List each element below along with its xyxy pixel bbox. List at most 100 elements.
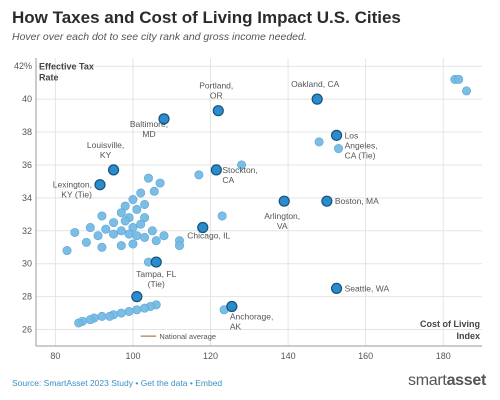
city-point — [147, 226, 157, 236]
city-point — [105, 311, 115, 321]
city-label: MD — [142, 129, 155, 139]
get-data-link[interactable]: Get the data — [140, 378, 188, 388]
city-point — [334, 144, 344, 154]
city-point — [85, 315, 95, 325]
city-point — [140, 232, 150, 242]
city-point — [132, 204, 142, 214]
city-point — [140, 303, 150, 313]
y-tick-label: 32 — [22, 226, 32, 236]
x-axis-label: Index — [456, 331, 480, 341]
city-label: VA — [277, 221, 288, 231]
x-tick-label: 180 — [436, 351, 451, 361]
city-point — [97, 211, 107, 221]
city-point — [116, 308, 126, 318]
city-point — [97, 311, 107, 321]
city-label: Tampa, FL — [136, 269, 176, 279]
city-point — [116, 241, 126, 251]
city-label: Seattle, WA — [345, 283, 390, 293]
smartasset-logo[interactable]: smartasset — [408, 372, 486, 390]
city-point — [128, 223, 138, 233]
city-point — [97, 242, 107, 252]
city-point — [120, 216, 130, 226]
x-tick-label: 100 — [125, 351, 140, 361]
city-point — [132, 305, 142, 315]
city-point — [74, 318, 84, 328]
chart-title: How Taxes and Cost of Living Impact U.S.… — [12, 8, 401, 27]
chart-subtitle: Hover over each dot to see city rank and… — [12, 31, 307, 43]
city-label: OR — [210, 91, 223, 101]
city-label: Anchorage, — [230, 312, 273, 322]
city-label: Los — [345, 130, 359, 140]
highlighted-city-point — [321, 195, 333, 207]
city-point — [140, 199, 150, 209]
city-point — [93, 231, 103, 241]
city-point — [461, 86, 471, 96]
city-label: Louisville, — [87, 140, 124, 150]
x-axis-label: Cost of Living — [420, 319, 480, 329]
city-point — [116, 208, 126, 218]
y-tick-label: 30 — [22, 259, 32, 269]
y-tick-label: 38 — [22, 127, 32, 137]
x-tick-label: 160 — [358, 351, 373, 361]
city-label: Oakland, CA — [291, 79, 340, 89]
footer-separator: • — [189, 378, 193, 388]
highlighted-city-point — [197, 221, 209, 234]
highlighted-city-point — [330, 129, 343, 141]
embed-link[interactable]: Embed — [195, 378, 223, 388]
city-point — [136, 188, 146, 198]
x-tick-label: 80 — [50, 351, 60, 361]
highlighted-city-point — [150, 256, 162, 268]
logo-smart: smart — [408, 372, 447, 389]
city-point — [149, 186, 159, 196]
city-point — [70, 227, 80, 237]
highlighted-city-point — [311, 93, 323, 105]
highlighted-city-point — [158, 113, 170, 125]
city-point — [140, 213, 150, 223]
city-label: Chicago, IL — [187, 231, 230, 241]
city-label: KY (Tie) — [61, 190, 92, 200]
city-label: Lexington, — [53, 180, 92, 190]
city-point — [120, 201, 130, 211]
source-link[interactable]: Source: SmartAsset 2023 Study — [12, 378, 133, 388]
city-point — [116, 226, 126, 236]
city-point — [136, 219, 146, 229]
city-label: Baltimore, — [130, 119, 168, 129]
city-label: CA (Tie) — [345, 150, 376, 160]
city-point — [109, 229, 119, 239]
city-point — [155, 178, 165, 188]
city-point — [159, 231, 169, 241]
city-point — [174, 241, 184, 251]
city-point — [124, 229, 134, 239]
city-point — [143, 173, 153, 183]
city-label: (Tie) — [148, 279, 165, 289]
city-point — [132, 231, 142, 241]
city-label: KY — [100, 150, 112, 160]
highlighted-city-point — [94, 179, 106, 191]
city-label: CA — [222, 175, 234, 185]
city-point — [124, 306, 134, 316]
city-label: Portland, — [199, 81, 233, 91]
x-tick-label: 120 — [203, 351, 218, 361]
city-label: AK — [230, 322, 242, 332]
footer-separator: • — [135, 378, 139, 388]
highlighted-city-point — [210, 164, 222, 176]
city-point — [81, 237, 91, 247]
city-point — [314, 137, 324, 147]
footer: Source: SmartAsset 2023 Study • Get the … — [12, 378, 222, 388]
city-label: Arlington, — [264, 211, 300, 221]
city-label: Angeles, — [345, 140, 378, 150]
y-tick-label: 42% — [14, 61, 32, 71]
city-point — [62, 246, 72, 256]
city-point — [128, 239, 138, 249]
highlighted-city-point — [226, 300, 238, 313]
city-point — [217, 211, 227, 221]
y-tick-label: 36 — [22, 160, 32, 170]
highlighted-city-point — [330, 282, 343, 294]
city-point — [85, 223, 95, 233]
y-axis-label: Rate — [39, 73, 59, 83]
city-point — [101, 224, 111, 234]
city-point — [454, 74, 464, 84]
national-average-label: National average — [159, 332, 216, 341]
x-tick-label: 140 — [281, 351, 296, 361]
